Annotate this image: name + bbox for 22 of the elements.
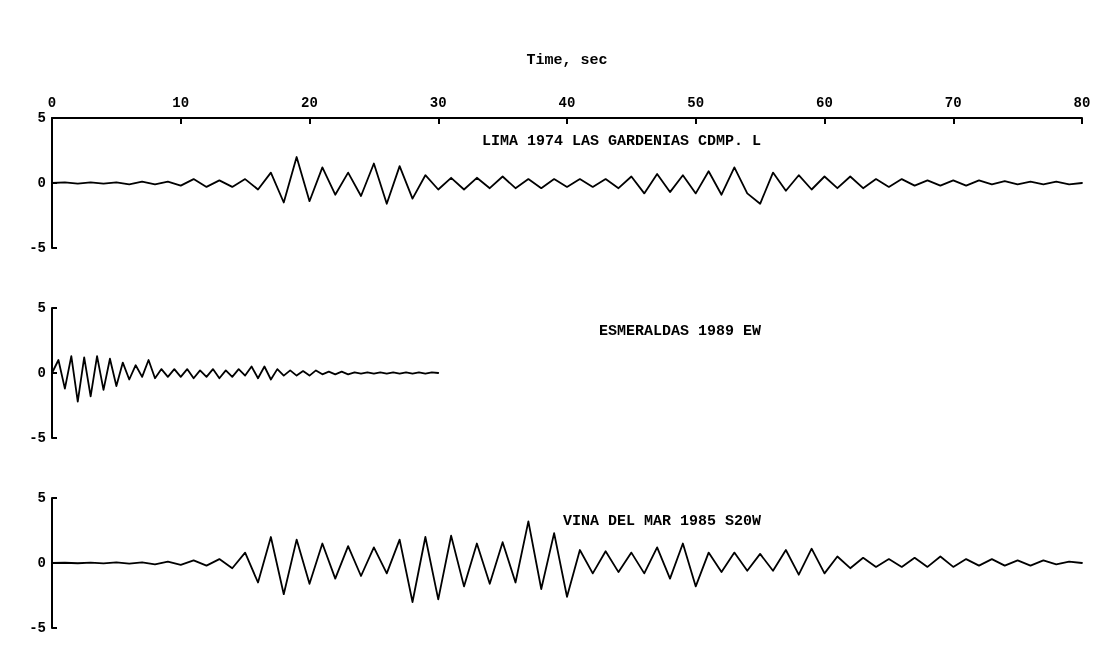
y-tick-label: -5	[29, 430, 46, 446]
series-label: LIMA 1974 LAS GARDENIAS CDMP. L	[481, 133, 761, 150]
y-tick-label: 5	[37, 300, 46, 316]
x-tick-label: 70	[944, 95, 962, 111]
y-tick-label: 5	[37, 110, 46, 126]
y-tick-label: 0	[37, 175, 46, 191]
x-tick-label: 10	[172, 95, 190, 111]
y-tick-label: 0	[37, 555, 46, 571]
series-label: VINA DEL MAR 1985 S20W	[562, 513, 762, 530]
x-tick-label: 0	[47, 95, 57, 111]
y-tick-label: -5	[29, 620, 46, 636]
y-tick-label: 5	[37, 490, 46, 506]
x-tick-label: 30	[429, 95, 447, 111]
y-tick-label: -5	[29, 240, 46, 256]
x-tick-label: 20	[301, 95, 318, 111]
x-tick-label: 80	[1073, 95, 1091, 111]
text: ESMERALDAS 1989 EW	[598, 323, 761, 340]
x-axis-title: Time, sec	[526, 52, 608, 69]
y-tick-label: 0	[37, 365, 46, 381]
x-tick-label: 40	[558, 95, 576, 111]
x-tick-label: 50	[687, 95, 705, 111]
x-tick-label: 60	[816, 95, 833, 111]
